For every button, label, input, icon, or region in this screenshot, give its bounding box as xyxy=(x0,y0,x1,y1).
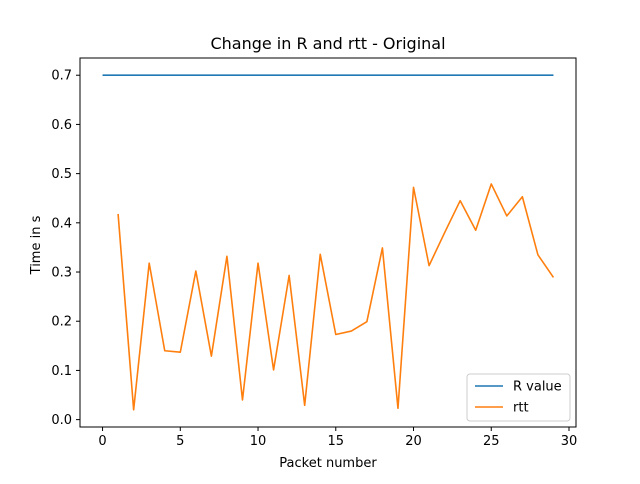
y-tick-label: 0.0 xyxy=(51,413,72,428)
y-tick-label: 0.3 xyxy=(51,266,72,281)
plot-area xyxy=(79,57,577,428)
y-tick-label: 0.5 xyxy=(51,167,72,182)
legend: R value rtt xyxy=(466,373,571,422)
x-tick-label: 5 xyxy=(176,434,184,449)
legend-label-r-value: R value xyxy=(513,380,562,395)
y-axis-ticks: 0.0 0.1 0.2 0.3 0.4 0.5 0.6 0.7 xyxy=(51,69,80,428)
x-axis-label: Packet number xyxy=(279,456,377,471)
y-tick-label: 0.2 xyxy=(51,315,72,330)
x-axis-ticks: 0 5 10 15 20 25 30 xyxy=(98,427,577,449)
y-axis-label: Time in s xyxy=(29,215,44,275)
x-tick-label: 20 xyxy=(405,434,422,449)
legend-label-rtt: rtt xyxy=(513,401,529,416)
x-tick-label: 10 xyxy=(250,434,267,449)
axes-frame xyxy=(79,57,577,428)
x-tick-label: 25 xyxy=(483,434,500,449)
series-layer xyxy=(102,74,555,411)
y-tick-label: 0.6 xyxy=(51,118,72,133)
chart-title: Change in R and rtt - Original xyxy=(210,34,445,53)
y-tick-label: 0.4 xyxy=(51,216,72,231)
series-line-rtt xyxy=(117,183,555,411)
x-tick-label: 30 xyxy=(561,434,578,449)
x-tick-label: 0 xyxy=(98,434,106,449)
y-tick-label: 0.1 xyxy=(51,364,72,379)
y-tick-label: 0.7 xyxy=(51,69,72,84)
x-tick-label: 15 xyxy=(328,434,345,449)
